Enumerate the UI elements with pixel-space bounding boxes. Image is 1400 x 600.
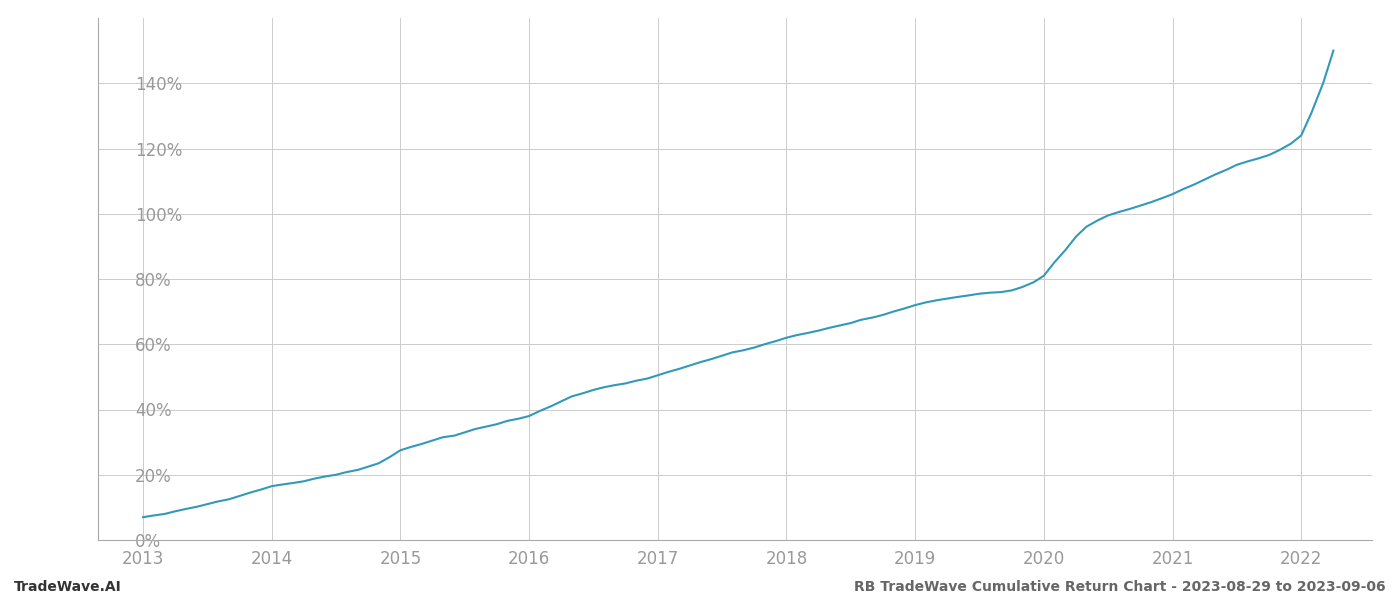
Text: TradeWave.AI: TradeWave.AI	[14, 580, 122, 594]
Text: RB TradeWave Cumulative Return Chart - 2023-08-29 to 2023-09-06: RB TradeWave Cumulative Return Chart - 2…	[854, 580, 1386, 594]
